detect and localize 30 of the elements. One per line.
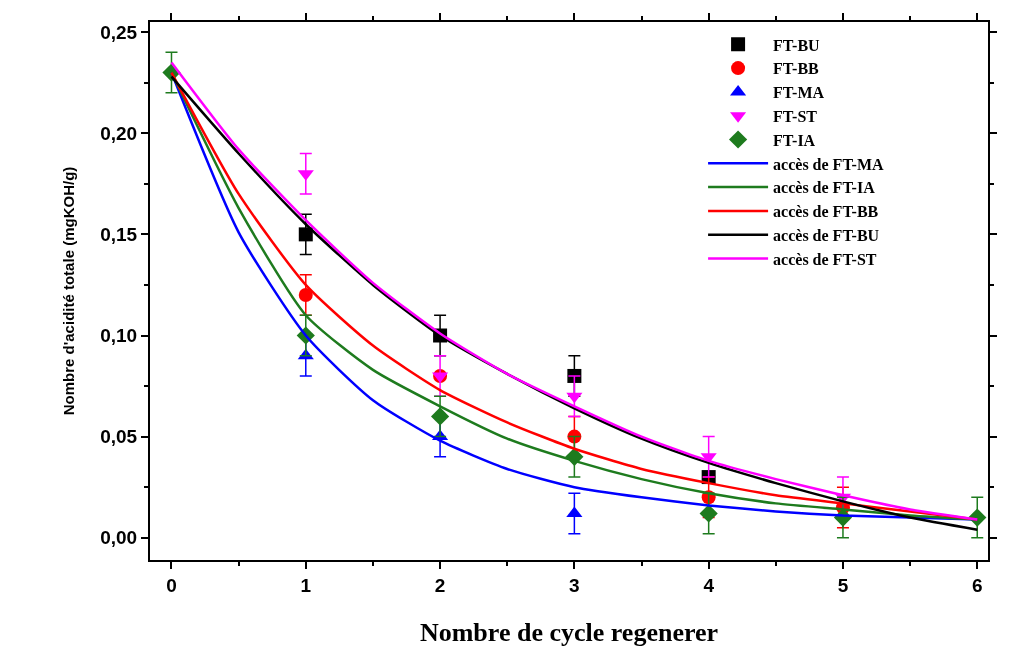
y-tick-label: 0,10: [100, 325, 138, 347]
x-tick-label: 1: [300, 574, 312, 596]
x-tick-label: 2: [434, 574, 446, 596]
x-axis-title: Nombre de cycle regenerer: [419, 618, 719, 647]
x-tick-label: 0: [166, 574, 177, 596]
y-tick-label: 0,25: [100, 21, 138, 43]
legend-label: FT-BB: [773, 60, 820, 78]
x-tick-label: 6: [971, 574, 983, 596]
legend-label: accès de FT-ST: [773, 250, 877, 268]
y-tick-label: 0,05: [100, 426, 138, 448]
point: [566, 392, 583, 404]
y-tick-label: 0,00: [100, 527, 138, 549]
legend-label: FT-IA: [773, 131, 816, 149]
y-tick-label: 0,15: [100, 224, 138, 246]
point: [430, 407, 450, 426]
x-tick-label: 5: [837, 574, 849, 596]
legend-label: accès de FT-IA: [773, 179, 876, 197]
legend-label: FT-ST: [773, 107, 818, 125]
point: [298, 227, 313, 242]
y-tick-label: 0,20: [100, 122, 138, 144]
legend-label: accès de FT-BU: [773, 226, 880, 244]
legend-label: FT-MA: [773, 84, 825, 102]
y-axis-title: Nombre d'acidité totale (mgKOH/g): [59, 166, 77, 416]
point: [298, 288, 313, 303]
point: [699, 504, 718, 523]
x-tick-label: 4: [703, 574, 715, 596]
legend-label: accès de FT-MA: [773, 155, 885, 173]
legend-label: FT-BU: [773, 36, 821, 54]
legend-label: accès de FT-BB: [773, 203, 879, 221]
x-tick-label: 3: [569, 574, 580, 596]
